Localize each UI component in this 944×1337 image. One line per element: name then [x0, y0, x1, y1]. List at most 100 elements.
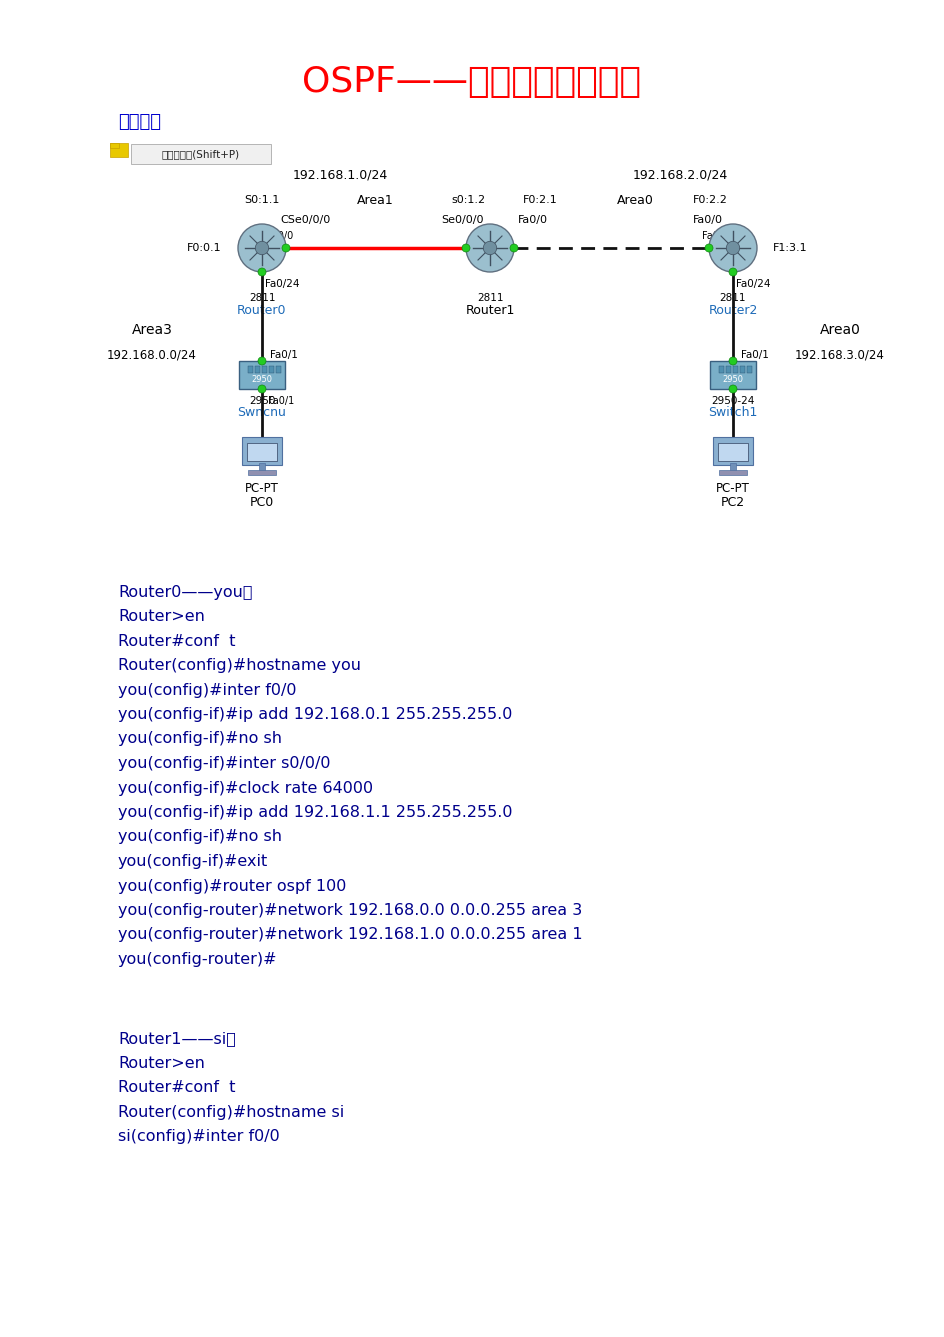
Text: Router>en: Router>en — [118, 1056, 205, 1071]
FancyBboxPatch shape — [712, 437, 752, 465]
Text: 2811: 2811 — [248, 293, 275, 303]
Text: Router1: Router1 — [464, 303, 514, 317]
Text: Fa0/1: Fa0/1 — [701, 231, 727, 241]
Circle shape — [255, 241, 268, 255]
Text: 2811: 2811 — [719, 293, 746, 303]
Text: Router#conf  t: Router#conf t — [118, 1080, 235, 1095]
Text: PC2: PC2 — [720, 496, 744, 508]
Text: you(config-if)#clock rate 64000: you(config-if)#clock rate 64000 — [118, 781, 373, 796]
Circle shape — [258, 267, 265, 275]
Circle shape — [704, 243, 712, 251]
Text: Router2: Router2 — [708, 303, 757, 317]
Bar — [269, 366, 274, 373]
Bar — [259, 463, 264, 471]
Text: si(config)#inter f0/0: si(config)#inter f0/0 — [118, 1130, 279, 1144]
Text: you(config-router)#: you(config-router)# — [118, 952, 278, 967]
FancyBboxPatch shape — [239, 361, 285, 389]
Text: Router(config)#hostname si: Router(config)#hostname si — [118, 1104, 344, 1120]
Bar — [718, 366, 723, 373]
Text: 2811: 2811 — [476, 293, 503, 303]
Text: 物理工作区(Shift+P): 物理工作区(Shift+P) — [161, 148, 240, 159]
FancyBboxPatch shape — [242, 437, 281, 465]
Bar — [746, 366, 751, 373]
Text: OSPF——多区域的虚拟链路: OSPF——多区域的虚拟链路 — [302, 66, 641, 99]
Bar — [717, 443, 748, 461]
Text: Fa0/0: Fa0/0 — [692, 215, 722, 225]
Text: 2950: 2950 — [251, 376, 272, 385]
FancyBboxPatch shape — [131, 144, 271, 164]
Text: you(config-if)#ip add 192.168.0.1 255.255.255.0: you(config-if)#ip add 192.168.0.1 255.25… — [118, 707, 512, 722]
Bar — [725, 366, 731, 373]
Text: you(config-if)#inter s0/0/0: you(config-if)#inter s0/0/0 — [118, 755, 330, 771]
Text: Area0: Area0 — [615, 194, 652, 206]
Text: you(config-router)#network 192.168.1.0 0.0.0.255 area 1: you(config-router)#network 192.168.1.0 0… — [118, 928, 582, 943]
Text: 192.168.1.0/24: 192.168.1.0/24 — [292, 168, 387, 182]
Circle shape — [258, 357, 265, 365]
Bar — [246, 443, 277, 461]
Bar — [739, 366, 744, 373]
Circle shape — [728, 357, 736, 365]
Text: you(config-if)#ip add 192.168.1.1 255.255.255.0: you(config-if)#ip add 192.168.1.1 255.25… — [118, 805, 512, 820]
Text: Swncnu: Swncnu — [237, 406, 286, 420]
Text: Router>en: Router>en — [118, 608, 205, 624]
Text: Area3: Area3 — [131, 324, 172, 337]
Text: s0:1.2: s0:1.2 — [450, 195, 484, 205]
Text: Fa0/0: Fa0/0 — [267, 231, 293, 241]
Text: Router1——si：: Router1——si： — [118, 1032, 236, 1047]
Circle shape — [726, 241, 739, 255]
Text: PC-PT: PC-PT — [244, 483, 278, 496]
Text: Fa0/24: Fa0/24 — [264, 279, 299, 289]
Bar — [733, 366, 737, 373]
Text: Se0/0/0: Se0/0/0 — [440, 215, 482, 225]
Circle shape — [462, 243, 469, 251]
Bar — [247, 471, 276, 475]
Circle shape — [281, 243, 290, 251]
Text: Fa0/1: Fa0/1 — [270, 350, 297, 360]
Text: you(config-router)#network 192.168.0.0 0.0.0.255 area 3: you(config-router)#network 192.168.0.0 0… — [118, 902, 582, 919]
Text: Fa0/1: Fa0/1 — [740, 350, 768, 360]
FancyBboxPatch shape — [110, 143, 119, 148]
FancyBboxPatch shape — [709, 361, 755, 389]
Text: Router#conf  t: Router#conf t — [118, 634, 235, 648]
Circle shape — [238, 225, 286, 271]
Text: 192.168.3.0/24: 192.168.3.0/24 — [794, 349, 884, 361]
Text: Fa0/1: Fa0/1 — [268, 396, 294, 406]
Text: Router0——you：: Router0——you： — [118, 584, 252, 599]
Text: CSe0/0/0: CSe0/0/0 — [279, 215, 329, 225]
FancyBboxPatch shape — [110, 143, 127, 156]
Text: Router0: Router0 — [237, 303, 286, 317]
Text: F0:2.1: F0:2.1 — [522, 195, 557, 205]
Text: S0:1.1: S0:1.1 — [244, 195, 279, 205]
Bar — [255, 366, 260, 373]
Text: F1:3.1: F1:3.1 — [772, 243, 807, 253]
Text: Fa0/0: Fa0/0 — [517, 215, 548, 225]
Text: you(config-if)#exit: you(config-if)#exit — [118, 854, 268, 869]
Text: F0:0.1: F0:0.1 — [187, 243, 222, 253]
Text: F0:2.2: F0:2.2 — [692, 195, 727, 205]
Circle shape — [258, 385, 265, 393]
Text: PC-PT: PC-PT — [716, 483, 750, 496]
Text: 2950-24: 2950-24 — [711, 396, 754, 406]
Circle shape — [465, 225, 514, 271]
Text: Fa0/24: Fa0/24 — [735, 279, 769, 289]
Text: you(config-if)#no sh: you(config-if)#no sh — [118, 731, 281, 746]
Text: you(config)#router ospf 100: you(config)#router ospf 100 — [118, 878, 346, 893]
Text: 192.168.0.0/24: 192.168.0.0/24 — [107, 349, 196, 361]
Text: you(config)#inter f0/0: you(config)#inter f0/0 — [118, 682, 296, 698]
Bar — [729, 463, 735, 471]
Circle shape — [728, 267, 736, 275]
Circle shape — [510, 243, 517, 251]
Text: 拓扑图：: 拓扑图： — [118, 114, 160, 131]
Bar — [718, 471, 746, 475]
Text: 2950: 2950 — [248, 396, 275, 406]
Text: PC0: PC0 — [249, 496, 274, 508]
Text: 2950: 2950 — [722, 376, 743, 385]
Text: Router(config)#hostname you: Router(config)#hostname you — [118, 658, 361, 673]
Text: Area1: Area1 — [356, 194, 393, 206]
Text: 192.168.2.0/24: 192.168.2.0/24 — [632, 168, 727, 182]
Text: Switch1: Switch1 — [708, 406, 757, 420]
Circle shape — [728, 385, 736, 393]
Bar — [247, 366, 253, 373]
Text: you(config-if)#no sh: you(config-if)#no sh — [118, 829, 281, 845]
Text: Area0: Area0 — [818, 324, 860, 337]
